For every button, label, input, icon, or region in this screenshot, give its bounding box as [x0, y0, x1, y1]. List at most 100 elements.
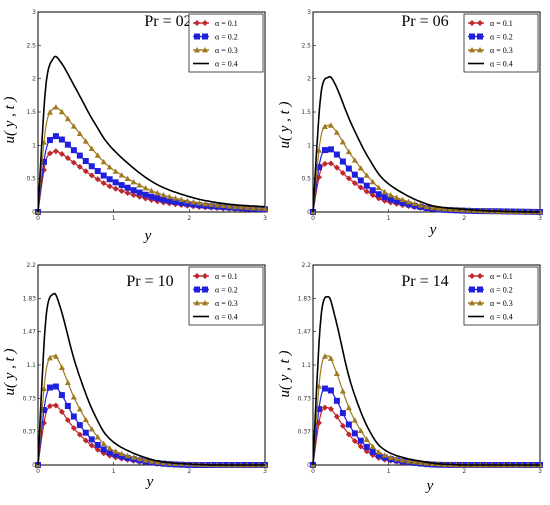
data-point	[46, 109, 53, 115]
data-point	[130, 454, 137, 460]
legend-label: α = 0.4	[215, 60, 238, 69]
y-tick-label: 1.83	[298, 295, 312, 302]
x-tick-label: 2	[187, 468, 191, 475]
y-tick-label: 1.1	[301, 362, 311, 369]
data-point	[375, 184, 382, 191]
y-axis-label: u( y , t )	[2, 96, 18, 143]
data-point	[64, 379, 71, 385]
data-point	[375, 191, 382, 198]
data-point	[58, 136, 65, 143]
data-point	[46, 384, 53, 391]
data-point	[136, 189, 143, 196]
data-point	[76, 163, 83, 170]
data-point	[363, 188, 370, 195]
data-point	[70, 147, 77, 154]
data-point	[130, 191, 137, 198]
chart-title: Pr = 02	[144, 13, 191, 30]
legend-swatch-marker	[194, 47, 200, 53]
data-point	[130, 178, 137, 185]
data-point	[405, 458, 412, 464]
x-tick-label: 0	[311, 215, 315, 222]
legend: α = 0.1 α = 0.2 α = 0.3 α = 0.4	[463, 13, 539, 73]
x-tick-label: 1	[112, 215, 116, 222]
series-2	[35, 104, 268, 215]
data-point	[345, 404, 352, 411]
data-point	[106, 445, 113, 451]
data-point	[357, 184, 364, 191]
data-point	[142, 457, 149, 463]
data-point	[327, 387, 334, 394]
data-point	[136, 455, 143, 462]
y-axis-label: u( y , t )	[277, 101, 293, 148]
legend-label: α = 0.3	[490, 46, 513, 55]
y-tick-label: 2.5	[26, 42, 36, 49]
data-point	[82, 168, 89, 175]
x-tick-label: 2	[462, 215, 466, 222]
data-point	[124, 175, 131, 182]
legend-swatch-marker	[469, 300, 475, 306]
data-point	[226, 203, 233, 209]
data-point	[363, 182, 370, 189]
data-point	[315, 147, 322, 153]
data-point	[393, 198, 400, 205]
data-point	[106, 449, 113, 456]
data-point	[351, 417, 358, 423]
data-point	[76, 406, 83, 412]
legend-swatch-marker	[194, 33, 200, 40]
legend-swatch-marker	[194, 286, 200, 293]
chart-title: Pr = 06	[401, 13, 448, 30]
data-point	[363, 436, 370, 442]
legend-label: α = 0.4	[215, 313, 238, 322]
data-point	[70, 159, 77, 166]
data-point	[82, 138, 89, 144]
data-point	[76, 130, 83, 137]
data-point	[321, 147, 328, 154]
y-tick-label: 0	[32, 462, 36, 469]
data-point	[76, 431, 83, 438]
data-point	[118, 187, 125, 194]
data-point	[405, 201, 412, 208]
x-tick-label: 2	[462, 468, 466, 475]
data-point	[64, 141, 71, 148]
data-point	[70, 425, 77, 432]
data-point	[52, 148, 59, 155]
legend-swatch-marker	[202, 273, 208, 279]
data-point	[375, 449, 382, 455]
legend-swatch-marker	[194, 273, 200, 279]
legend-label: α = 0.1	[215, 272, 238, 281]
series-line	[37, 292, 265, 466]
data-point	[46, 137, 53, 144]
data-point	[118, 182, 125, 189]
chart-panel-pr-02: 00.511.522.530 1 2 3yu( y , t )Pr = 02 α = 0…	[2, 9, 268, 244]
series-0	[35, 402, 268, 468]
legend-label: α = 0.1	[490, 272, 513, 281]
data-point	[321, 385, 328, 392]
data-point	[154, 195, 161, 202]
data-point	[387, 191, 394, 198]
data-point	[160, 196, 167, 203]
series-line	[312, 296, 540, 466]
data-point	[315, 383, 322, 389]
data-point	[148, 193, 155, 200]
x-tick-label: 0	[36, 215, 40, 222]
data-point	[64, 155, 71, 162]
chart-title: Pr = 14	[401, 273, 448, 290]
data-point	[124, 452, 131, 459]
data-point	[94, 446, 101, 453]
legend-swatch-marker	[202, 286, 208, 293]
data-point	[58, 408, 65, 415]
data-point	[52, 104, 59, 110]
legend-swatch-marker	[477, 286, 483, 293]
legend-swatch-marker	[194, 20, 200, 26]
data-point	[393, 455, 400, 462]
legend-label: α = 0.1	[490, 19, 513, 28]
data-point	[393, 194, 400, 200]
data-point	[70, 123, 77, 129]
data-point	[399, 199, 406, 206]
y-axis-label: u( y , t )	[277, 350, 293, 397]
data-point	[40, 158, 47, 165]
y-tick-label: 0.37	[23, 429, 37, 436]
data-point	[214, 202, 221, 208]
data-point	[351, 180, 358, 187]
data-point	[190, 199, 197, 205]
